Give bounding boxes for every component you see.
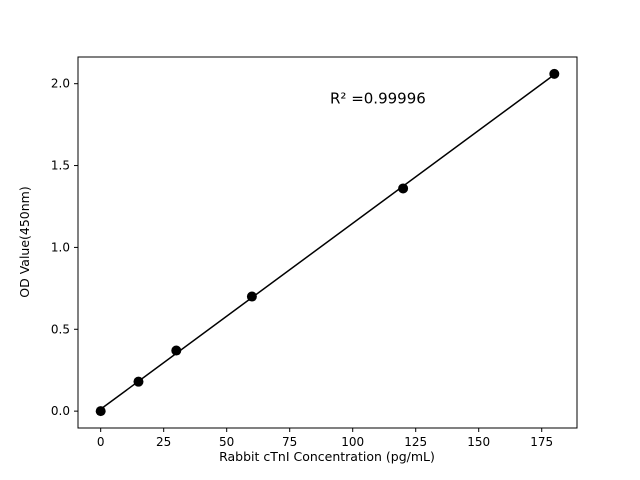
- y-axis-ticks: 0.0 0.5 1.0 1.5 2.0: [51, 77, 78, 418]
- data-point: [171, 345, 182, 356]
- data-point: [133, 376, 144, 387]
- data-points: [95, 68, 560, 417]
- x-tick-label: 150: [467, 435, 490, 449]
- x-tick-label: 125: [404, 435, 427, 449]
- plot-border: [77, 56, 578, 429]
- x-axis-ticks: 0 25 50 75 100 125 150 175: [97, 428, 553, 449]
- data-point: [95, 406, 106, 417]
- x-tick-label: 100: [341, 435, 364, 449]
- y-tick-label: 1.0: [51, 240, 70, 254]
- fit-line: [100, 74, 555, 410]
- r-squared-annotation: R² =0.99996: [330, 89, 426, 107]
- data-point: [398, 183, 409, 194]
- x-axis-label: Rabbit cTnI Concentration (pg/mL): [219, 449, 435, 464]
- y-tick-label: 0.5: [51, 322, 70, 336]
- x-tick-label: 25: [156, 435, 171, 449]
- y-tick-label: 0.0: [51, 404, 70, 418]
- x-tick-label: 0: [97, 435, 105, 449]
- y-tick-label: 1.5: [51, 159, 70, 173]
- x-tick-label: 75: [282, 435, 297, 449]
- data-point: [246, 291, 257, 302]
- x-tick-label: 50: [219, 435, 234, 449]
- x-tick-label: 175: [530, 435, 553, 449]
- y-axis-label: OD Value(450nm): [17, 186, 32, 297]
- y-tick-label: 2.0: [51, 77, 70, 91]
- linear-fit-line: [100, 74, 555, 410]
- data-point: [549, 68, 560, 79]
